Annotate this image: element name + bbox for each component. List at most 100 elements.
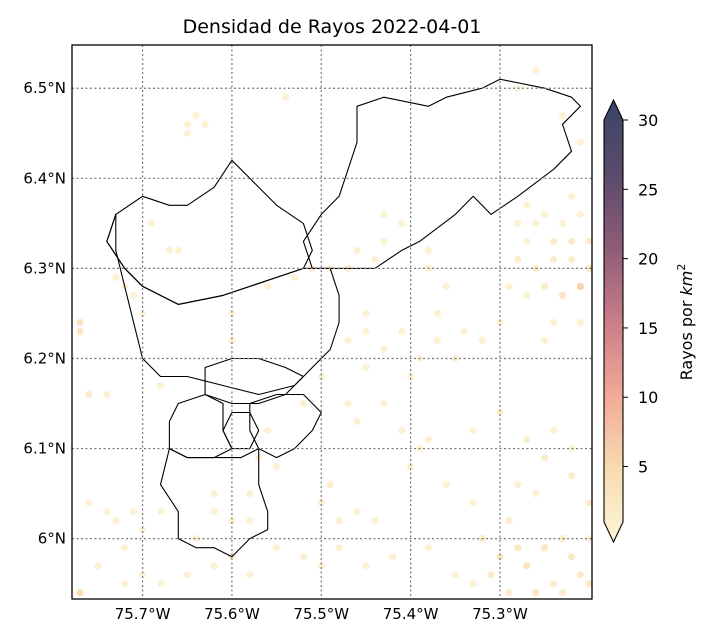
density-point [424, 436, 433, 444]
density-point [344, 399, 352, 408]
density-point [567, 553, 576, 561]
density-point [228, 336, 236, 345]
density-point [371, 255, 379, 263]
density-point [558, 291, 567, 299]
density-point [210, 562, 218, 570]
density-point [121, 580, 129, 588]
density-point [246, 571, 254, 579]
density-point [442, 481, 450, 489]
density-point [585, 580, 593, 588]
density-point [567, 255, 576, 263]
y-tick-label: 6.2°N [23, 349, 66, 367]
colorbar-label-exp: 2 [675, 264, 688, 271]
density-point [139, 309, 147, 317]
density-point [317, 499, 325, 507]
x-axis-ticks: 75.7°W 75.6°W 75.5°W 75.4°W 75.3°W [115, 605, 528, 623]
density-point [567, 237, 576, 245]
density-point [362, 363, 370, 372]
density-point [246, 490, 254, 498]
density-point [76, 318, 84, 327]
density-point [264, 426, 272, 435]
density-point [523, 201, 531, 209]
density-point [523, 436, 531, 444]
density-point [532, 66, 540, 74]
boundary-central-small-a [204, 357, 304, 405]
map-plot-area [71, 44, 593, 600]
boundary-north-east [302, 78, 581, 269]
density-point [380, 345, 388, 354]
density-point [201, 120, 209, 128]
density-point [576, 138, 585, 146]
gridlines [72, 45, 592, 599]
colorbar-tick-label: 20 [638, 250, 658, 269]
y-tick-label: 6.3°N [23, 259, 66, 277]
density-point [317, 372, 325, 381]
density-point [496, 318, 504, 327]
density-point [585, 237, 593, 245]
density-point [398, 219, 406, 227]
density-point [76, 327, 84, 336]
density-point [576, 282, 585, 290]
density-point [558, 111, 567, 119]
density-point [183, 120, 191, 128]
density-point [103, 508, 111, 516]
density-point [460, 327, 468, 336]
density-point [442, 282, 450, 290]
density-point [94, 562, 102, 570]
density-point [496, 408, 504, 417]
colorbar-label-base: Rayos por [677, 296, 696, 381]
density-point [550, 426, 558, 435]
density-point [353, 417, 361, 426]
colorbar-tick-label: 10 [638, 388, 658, 407]
density-point [147, 219, 156, 227]
density-point [523, 237, 531, 245]
boundary-west-large [106, 213, 340, 396]
colorbar-gradient [603, 98, 624, 544]
density-point [273, 463, 281, 471]
density-point [451, 571, 459, 579]
boundary-central-small-d [222, 411, 260, 450]
density-point [290, 273, 299, 281]
colorbar: 5 10 15 20 25 30 Rayos por km2 [603, 98, 696, 544]
y-tick-label: 6.5°N [23, 79, 66, 97]
density-point [585, 535, 593, 543]
density-point [433, 309, 441, 317]
density-point [344, 336, 352, 345]
density-point [112, 517, 120, 525]
x-tick-label: 75.4°W [383, 605, 439, 623]
density-point [273, 544, 281, 552]
density-point [112, 273, 120, 281]
municipality-boundaries [106, 78, 581, 558]
density-point [398, 327, 406, 336]
density-point [541, 544, 549, 552]
density-point [532, 219, 540, 227]
density-point [130, 508, 138, 516]
density-point [130, 291, 138, 299]
density-point [514, 481, 522, 489]
density-point [576, 571, 585, 579]
boundary-central-small-b [168, 393, 233, 459]
x-tick-label: 75.5°W [293, 605, 349, 623]
density-point [478, 336, 486, 345]
density-point [558, 219, 567, 227]
y-tick-label: 6°N [38, 530, 66, 548]
density-point [424, 544, 433, 552]
density-point [469, 580, 477, 588]
density-point [139, 571, 147, 579]
density-point [85, 390, 93, 399]
density-point [424, 246, 433, 254]
density-point [183, 129, 191, 137]
colorbar-tick-label: 30 [638, 111, 658, 130]
density-point [585, 499, 593, 507]
density-point [192, 111, 200, 119]
y-tick-label: 6.4°N [23, 169, 66, 187]
density-point [469, 499, 477, 507]
density-point [299, 399, 307, 408]
density-point [398, 426, 406, 435]
y-tick-label: 6.1°N [23, 440, 66, 458]
density-point [514, 255, 522, 263]
density-point [380, 399, 388, 408]
density-point [541, 336, 549, 345]
density-point [165, 246, 173, 254]
